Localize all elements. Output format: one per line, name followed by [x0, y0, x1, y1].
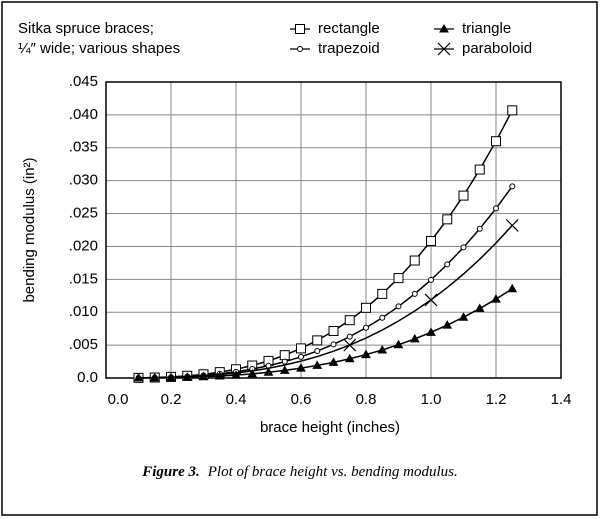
data-point: [426, 327, 436, 336]
x-tick-label: 1.2: [486, 391, 507, 408]
plot-border: [105, 81, 562, 379]
x-axis-label: brace height (inches): [260, 419, 400, 436]
data-point: [314, 348, 321, 355]
legend-title: Sitka spruce braces;: [18, 20, 154, 37]
data-point: [474, 303, 485, 313]
data-point: [343, 338, 357, 352]
data-point: [312, 335, 323, 346]
data-point: [409, 255, 420, 266]
data-point: [328, 325, 339, 336]
data-point: [263, 367, 274, 376]
data-point: [393, 273, 404, 284]
data-point: [231, 370, 241, 379]
data-point: [344, 353, 355, 363]
x-tick-label: 0.6: [291, 391, 312, 408]
series-line: [138, 224, 513, 379]
legend-label: paraboloid: [462, 40, 532, 57]
data-point: [377, 344, 388, 354]
data-point: [361, 302, 371, 313]
x-tick-label: 0.0: [108, 391, 129, 408]
x-tick-label: 0.8: [356, 391, 377, 408]
x-tick-label: 0.4: [226, 391, 247, 408]
caption-text: Plot of brace height vs. bending modulus…: [207, 464, 458, 480]
data-point: [409, 333, 420, 343]
data-point: [344, 315, 355, 326]
data-point: [460, 244, 467, 251]
data-point: [379, 314, 386, 321]
data-point: [296, 343, 306, 354]
data-point: [247, 368, 258, 378]
data-point: [505, 219, 519, 232]
x-tick-label: 1.4: [551, 391, 572, 408]
data-point: [474, 164, 485, 175]
data-point: [279, 350, 290, 361]
y-axis-label: bending modulus (in²): [21, 157, 38, 302]
legend-label: triangle: [462, 20, 511, 37]
data-point: [444, 261, 451, 268]
data-point: [330, 341, 337, 348]
legend-marker: [437, 42, 451, 56]
y-tick-label: .035: [69, 139, 98, 156]
y-tick-label: .045: [69, 73, 98, 90]
y-tick-label: .040: [69, 106, 98, 123]
legend-marker: [297, 46, 303, 52]
y-tick-label: .025: [69, 205, 98, 222]
data-point: [361, 349, 371, 359]
data-point: [442, 214, 453, 225]
data-point: [296, 363, 306, 372]
legend-label: rectangle: [318, 20, 380, 37]
data-point: [424, 293, 438, 307]
data-point: [507, 283, 518, 293]
x-tick-label: 1.0: [421, 391, 442, 408]
data-point: [393, 339, 404, 349]
y-tick-label: .030: [69, 172, 98, 189]
data-point: [493, 205, 499, 212]
x-tick-label: 0.2: [161, 391, 182, 408]
y-tick-label: .020: [69, 237, 98, 254]
legend-marker: [295, 24, 305, 34]
data-point: [411, 290, 418, 297]
data-point: [377, 288, 388, 299]
data-point: [312, 360, 323, 369]
data-point: [298, 353, 304, 360]
data-point: [426, 235, 436, 246]
y-tick-label: .010: [69, 303, 98, 320]
data-point: [363, 324, 369, 331]
data-point: [442, 320, 453, 329]
data-point: [509, 183, 516, 190]
caption-label: Figure 3.: [141, 464, 200, 480]
data-point: [491, 136, 501, 147]
caption: Figure 3. Plot of brace height vs. bendin…: [141, 464, 457, 480]
y-tick-label: .005: [69, 336, 98, 353]
legend-title: ¼″ wide; various shapes: [18, 40, 180, 57]
y-tick-label: 0.0: [77, 369, 98, 386]
y-tick-label: .015: [69, 270, 98, 287]
legend-marker: [439, 23, 449, 33]
legend-label: trapezoid: [318, 40, 380, 57]
data-point: [395, 303, 402, 310]
data-point: [281, 358, 288, 365]
data-point: [346, 333, 353, 340]
data-point: [491, 294, 501, 303]
data-point: [476, 225, 483, 232]
data-point: [507, 105, 518, 116]
data-point: [458, 312, 469, 321]
data-point: [279, 365, 290, 374]
data-point: [328, 357, 339, 366]
data-point: [458, 190, 469, 201]
data-point: [428, 276, 434, 283]
